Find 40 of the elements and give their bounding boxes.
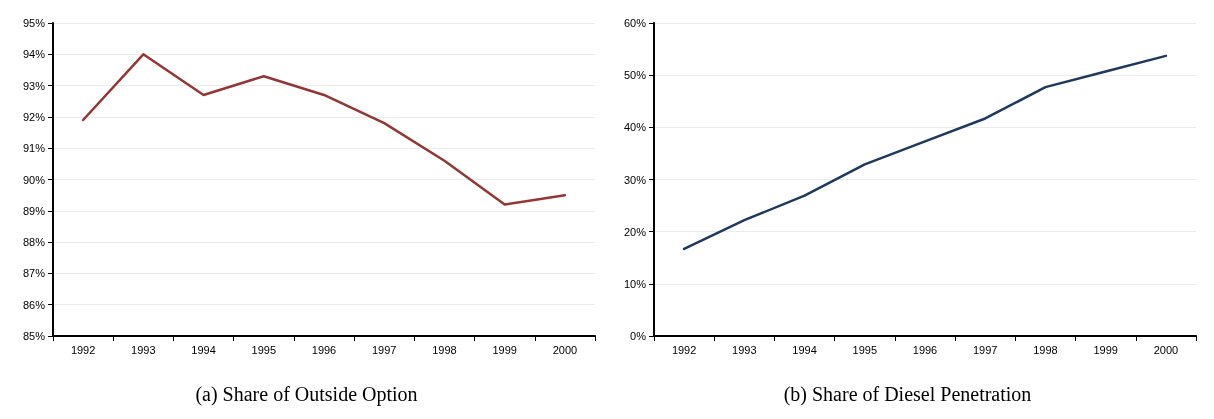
x-tick-label: 2000 [1153, 343, 1179, 356]
x-tick-label: 1995 [251, 343, 277, 356]
x-tick-label: 1994 [191, 343, 216, 356]
line-series [682, 54, 1168, 251]
x-tick-label: 1999 [1093, 343, 1118, 356]
y-tick-label: 60% [623, 17, 647, 29]
x-tick-label: 1992 [70, 343, 96, 356]
x-tick-label: 1994 [792, 343, 817, 356]
x-tick-label: 2000 [552, 343, 578, 356]
x-tick-label: 1993 [732, 343, 757, 356]
y-tick-label: 87% [22, 267, 46, 280]
x-tick-label: 1997 [972, 343, 998, 356]
x-tick-label: 1996 [912, 343, 938, 356]
y-tick-label: 30% [623, 173, 647, 186]
y-tick-label: 86% [22, 298, 46, 311]
text: (a) Share of Outside Option [195, 383, 418, 406]
y-tick-label: 94% [22, 48, 46, 61]
y-tick-label: 89% [22, 204, 46, 217]
y-tick-label: 91% [22, 142, 46, 155]
y-tick-label: 90% [22, 173, 46, 186]
y-tick-label: 92% [22, 110, 46, 123]
y-tick-label: 20% [623, 225, 647, 238]
y-tick-label: 10% [623, 277, 647, 290]
y-tick-label: 40% [623, 121, 647, 134]
x-tick-label: 1995 [852, 343, 878, 356]
x-tick-label: 1992 [671, 343, 697, 356]
text: (b) Share of Diesel Penetration [783, 383, 1032, 406]
x-tick-label: 1998 [1033, 343, 1058, 356]
line-series [81, 53, 567, 206]
x-tick-label: 1999 [492, 343, 517, 356]
y-tick-label: 95% [22, 17, 46, 29]
x-tick-label: 1993 [131, 343, 156, 356]
y-tick-label: 88% [22, 236, 46, 249]
y-tick-label: 85% [22, 330, 46, 342]
x-tick-label: 1997 [371, 343, 397, 356]
x-tick-label: 1998 [432, 343, 457, 356]
y-tick-label: 0% [630, 330, 647, 342]
x-tick-label: 1996 [311, 343, 337, 356]
y-tick-label: 93% [22, 79, 46, 92]
y-tick-label: 50% [623, 69, 647, 82]
